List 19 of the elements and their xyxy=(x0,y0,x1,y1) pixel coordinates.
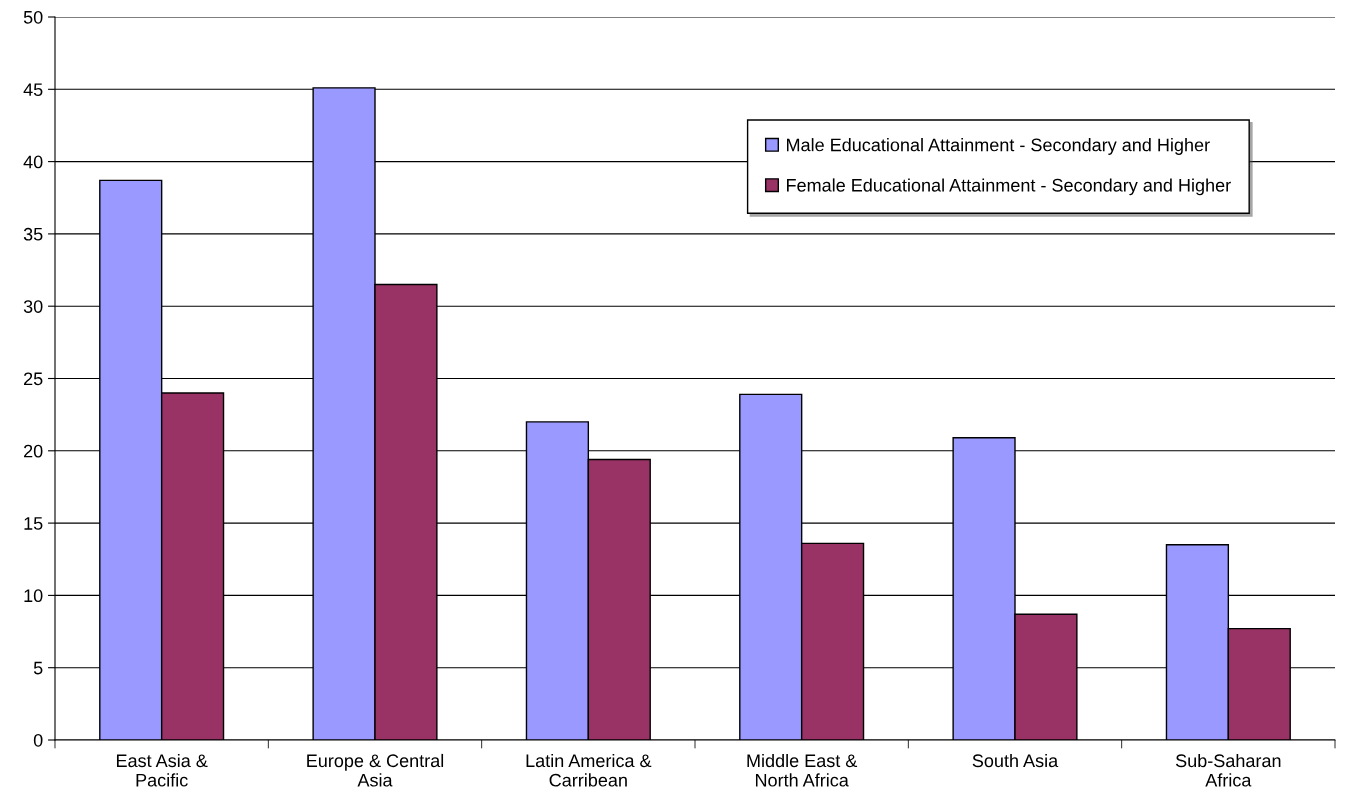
x-tick-label: Middle East & North Africa xyxy=(747,753,858,787)
y-tick-label: 45 xyxy=(23,83,43,97)
x-tick-label: South Asia xyxy=(972,753,1059,768)
y-tick-label: 30 xyxy=(23,300,43,313)
y-tick-label: 25 xyxy=(24,372,43,386)
y-tick-label: 5 xyxy=(33,661,43,675)
legend-label: Female Educational Attainment - Secondary and Higher xyxy=(787,178,1231,196)
x-tick-label: Latin America & Carribean xyxy=(526,753,652,787)
x-tick-label: Europe & Central Asia xyxy=(307,753,444,787)
y-tick-label: 35 xyxy=(23,227,43,241)
y-tick-label: 40 xyxy=(23,155,43,169)
y-tick-label: 20 xyxy=(24,444,43,458)
y-tick-label: 0 xyxy=(33,733,43,747)
x-tick-label: East Asia & Pacific xyxy=(116,753,208,787)
y-tick-label: 15 xyxy=(24,517,43,530)
y-tick-label: 50 xyxy=(23,10,43,24)
x-tick-label: Sub-Saharan Africa xyxy=(1175,753,1281,787)
legend-label: Male Educational Attainment - Secondary and Higher xyxy=(787,138,1210,155)
y-tick-label: 10 xyxy=(24,589,43,603)
